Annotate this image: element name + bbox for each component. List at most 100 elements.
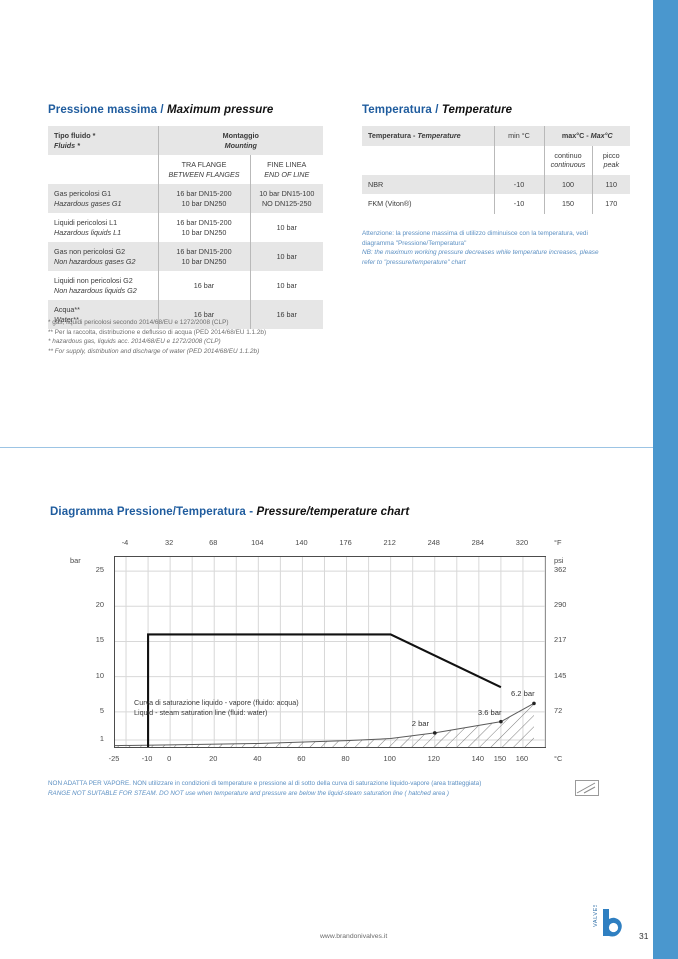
x-tick-fahrenheit: 212 [383, 538, 396, 547]
footnote-line: ** Per la raccolta, distribuzione e defl… [48, 328, 267, 336]
x-tick-celsius: -10 [141, 754, 153, 763]
table-subheader-row: TRA FLANGE BETWEEN FLANGES FINE LINEA EN… [48, 155, 324, 184]
x-tick-fahrenheit: 320 [515, 538, 529, 547]
cell-between-flanges: 16 bar [157, 271, 250, 300]
page-number: 31 [639, 931, 649, 941]
table-row: Liquidi pericolosi L1 Hazardous liquids … [48, 213, 324, 242]
x-tick-celsius: 20 [209, 754, 218, 763]
header-mounting: Montaggio Mounting [157, 126, 324, 155]
chart-plot-area [114, 556, 546, 748]
table-row: Gas pericolosi G1 Hazardous gases G1 16 … [48, 184, 324, 213]
x-tick-celsius: 120 [427, 754, 440, 763]
x-tick-fahrenheit: 284 [471, 538, 485, 547]
title-separator: / [157, 104, 167, 116]
x-tick-fahrenheit: -4 [121, 538, 129, 547]
pressure-temperature-chart: bar psi °F °C -4 32 68 104 140 176 212 248 284 32… [48, 530, 608, 775]
y-tick-bar: 20 [95, 600, 104, 610]
y-tick-bar: 10 [95, 670, 104, 680]
y-tick-psi: 145 [554, 670, 567, 680]
footnote-line: ** For supply, distribution and discharg… [48, 347, 260, 355]
cell-between-flanges: 16 bar DN15-200 10 bar DN250 [157, 213, 250, 242]
temperature-title-en: Temperature [441, 104, 513, 116]
cell-fluid: Acqua** Water** [48, 300, 158, 329]
x-tick-fahrenheit: 104 [251, 538, 264, 547]
disclaimer-it: NON ADATTA PER VAPORE. NON utilizzare in… [48, 780, 482, 787]
pressure-section-title: Pressione massima / Maximum pressure [48, 104, 273, 116]
y-tick-bar: 15 [95, 635, 104, 645]
y-tick-bar: 25 [95, 565, 104, 575]
footnote-line: * gas, liquidi pericolosi secondo 2014/6… [48, 319, 229, 326]
chart-title-en: Pressure/temperature chart [256, 506, 410, 518]
header-min-c: min °C [493, 126, 544, 146]
cell-between-flanges: 16 bar DN15-200 10 bar DN250 [157, 242, 250, 271]
x-tick-celsius: 160 [515, 754, 529, 763]
title-separator: / [431, 104, 442, 116]
cell-between-flanges: 16 bar DN15-200 10 bar DN250 [157, 184, 250, 213]
y-tick-psi: 72 [554, 705, 563, 715]
cell-fluid: Gas non pericolosi G2 Non hazardous gase… [48, 242, 158, 271]
y-tick-bar: 5 [99, 705, 104, 715]
table-row: Acqua** Water** 16 bar 16 bar [48, 300, 324, 329]
y-tick-psi: 217 [554, 635, 567, 645]
saturation-curve [114, 702, 535, 747]
cell-continuous: 100 [543, 174, 592, 194]
cell-peak: 170 [591, 194, 631, 214]
disclaimer-en: RANGE NOT SUITABLE FOR STEAM. DO NOT use… [48, 789, 449, 797]
hatched-area-legend-swatch [575, 780, 599, 796]
pressure-title-en: Maximum pressure [167, 104, 274, 116]
temperature-note: Attenzione: la pressione massima di util… [362, 229, 632, 267]
hatched-unsafe-area [115, 703, 534, 747]
y-tick-psi: 362 [554, 565, 567, 575]
subheader-end-of-line: FINE LINEA END OF LINE [249, 155, 324, 184]
chart-section-title: Diagramma Pressione/Temperatura - Pressu… [50, 506, 409, 518]
x-tick-fahrenheit: 248 [427, 538, 440, 547]
x-tick-celsius: 0 [167, 754, 172, 763]
chart-annotation: 3.6 bar [477, 707, 502, 717]
footer-website-url[interactable]: www.brandonivalves.it [320, 933, 388, 940]
cell-end-of-line: 16 bar [249, 300, 324, 329]
table-header-row: Tipo fluido * Fluids * Montaggio Mountin… [48, 126, 324, 155]
max-pressure-curve [147, 633, 502, 747]
cell-end-of-line: 10 bar [249, 271, 324, 300]
x-tick-fahrenheit: 176 [339, 538, 352, 547]
cell-fluid: Liquidi non pericolosi G2 Non hazardous … [48, 271, 158, 300]
maximum-pressure-table: Tipo fluido * Fluids * Montaggio Mountin… [48, 126, 324, 329]
table-row: Liquidi non pericolosi G2 Non hazardous … [48, 271, 324, 300]
chart-annotation: 6.2 bar [510, 689, 535, 699]
table-subheader-row: continuo continuous picco peak [362, 145, 631, 175]
x-tick-celsius: 80 [341, 754, 350, 763]
note-line: diagramma "Pressione/Temperatura" [362, 239, 467, 247]
footnote-line: * hazardous gas, liquids acc. 2014/68/EU… [48, 338, 221, 346]
x-tick-celsius: 40 [253, 754, 262, 763]
subheader-between-flanges: TRA FLANGE BETWEEN FLANGES [157, 155, 250, 184]
note-line: refer to "pressure/temperature" chart [362, 258, 466, 266]
svg-text:VALVES: VALVES [593, 905, 599, 927]
x-tick-fahrenheit: 140 [295, 538, 308, 547]
x-tick-fahrenheit: 32 [165, 538, 174, 547]
cell-end-of-line: 10 bar [249, 242, 324, 271]
y-tick-psi: 290 [554, 600, 567, 610]
cell-between-flanges: 16 bar [157, 300, 250, 329]
x-tick-celsius: -25 [108, 754, 120, 763]
subheader-continuous: continuo continuous [543, 145, 592, 175]
brandoni-valves-logo: VALVES [588, 903, 628, 943]
cell-material: NBR [362, 174, 494, 194]
header-fluid-type: Tipo fluido * Fluids * [48, 126, 158, 155]
axis-unit-celsius: °C [554, 754, 563, 763]
axis-unit-psi: psi [554, 556, 564, 565]
chart-annotation: 2 bar [411, 718, 430, 728]
cell-material: FKM (Viton®) [362, 194, 494, 214]
x-tick-celsius: 140 [471, 754, 485, 763]
logo-icon: VALVES [593, 903, 622, 937]
temperature-section-title: Temperatura / Temperature [362, 104, 512, 116]
cell-continuous: 150 [543, 194, 592, 214]
header-temperature: Temperatura - Temperature [362, 126, 494, 146]
x-tick-fahrenheit: 68 [209, 538, 218, 547]
note-line: NB: the maximum working pressure decreas… [362, 249, 599, 257]
x-tick-celsius: 150 [493, 754, 507, 763]
table-row: Gas non pericolosi G2 Non hazardous gase… [48, 242, 324, 271]
annotation-points [432, 701, 536, 735]
cell-fluid: Gas pericolosi G1 Hazardous gases G1 [48, 184, 158, 213]
table-header-row: Temperatura - Temperature min °C max°C -… [362, 126, 631, 146]
